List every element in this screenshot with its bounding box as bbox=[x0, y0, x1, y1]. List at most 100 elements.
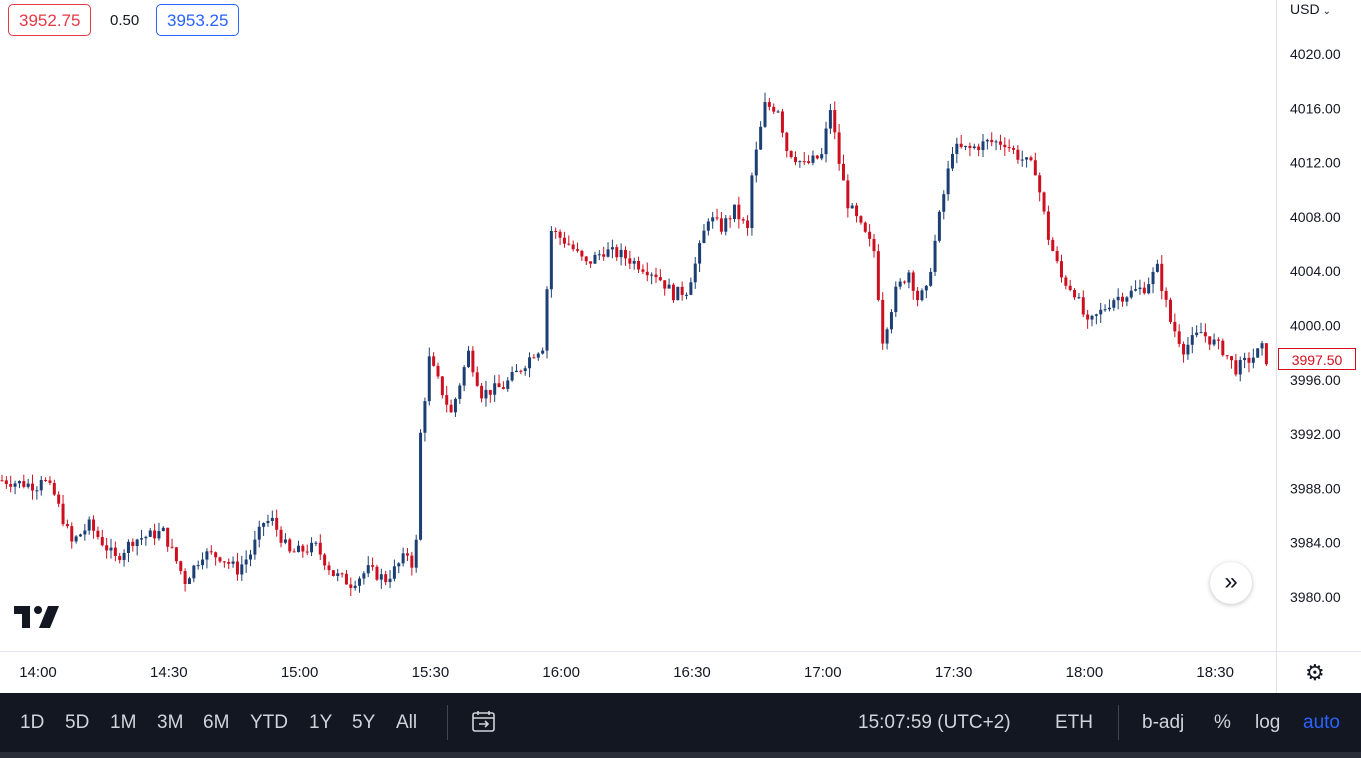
candle-body bbox=[985, 139, 989, 142]
candle-body bbox=[802, 161, 806, 163]
candle-body bbox=[911, 272, 915, 291]
candle-body bbox=[410, 555, 414, 568]
percent-scale-button[interactable]: % bbox=[1214, 712, 1231, 733]
candle-body bbox=[144, 536, 148, 539]
candle-body bbox=[205, 551, 209, 560]
candle-body bbox=[1099, 309, 1103, 315]
candle-body bbox=[732, 204, 736, 220]
adjustment-button[interactable]: b-adj bbox=[1142, 712, 1185, 733]
candle-body bbox=[942, 194, 946, 212]
candle-body bbox=[571, 244, 575, 250]
candle-body bbox=[57, 494, 61, 504]
price-tick-label: 3988.00 bbox=[1290, 480, 1341, 496]
candle-body bbox=[52, 482, 56, 495]
clock-timezone[interactable]: 15:07:59 (UTC+2) bbox=[858, 712, 1011, 733]
candle-body bbox=[17, 481, 21, 484]
candle-body bbox=[493, 383, 497, 395]
range-1y-button[interactable]: 1Y bbox=[309, 712, 333, 733]
log-scale-button[interactable]: log bbox=[1255, 712, 1281, 733]
candle-body bbox=[87, 519, 91, 531]
range-6m-button[interactable]: 6M bbox=[203, 712, 230, 733]
candle-body bbox=[1195, 332, 1199, 336]
time-axis[interactable]: 14:00 14:30 15:00 15:30 16:00 16:30 17:00 17:30… bbox=[19, 664, 1234, 681]
time-tick-label: 15:30 bbox=[412, 664, 450, 681]
range-all-button[interactable]: All bbox=[396, 712, 418, 733]
range-1d-button[interactable]: 1D bbox=[20, 712, 45, 733]
double-chevron-right-icon: » bbox=[1224, 568, 1238, 595]
auto-scale-button[interactable]: auto bbox=[1303, 712, 1340, 733]
candle-body bbox=[453, 398, 457, 413]
candle-body bbox=[266, 520, 270, 524]
candle-body bbox=[1090, 315, 1094, 320]
range-1m-button[interactable]: 1M bbox=[110, 712, 137, 733]
currency-label: USD bbox=[1290, 1, 1320, 17]
candle-body bbox=[344, 573, 348, 585]
candle-body bbox=[959, 143, 963, 147]
candle-body bbox=[1216, 339, 1220, 341]
candle-body bbox=[1051, 239, 1055, 251]
price-tick-label: 4012.00 bbox=[1290, 155, 1341, 171]
candle-body bbox=[467, 350, 471, 368]
price-axis[interactable]: 4020.00 4016.00 4012.00 4008.00 4004.00 4000.… bbox=[1290, 46, 1341, 605]
candle-body bbox=[201, 559, 205, 566]
candle-body bbox=[192, 565, 196, 579]
time-tick-label: 17:30 bbox=[935, 664, 973, 681]
candle-body bbox=[846, 180, 850, 209]
candle-body bbox=[353, 585, 357, 588]
candle-body bbox=[427, 356, 431, 402]
candle-body bbox=[885, 329, 889, 344]
candle-body bbox=[837, 132, 841, 164]
candle-body bbox=[35, 490, 39, 492]
candle-body bbox=[1251, 357, 1255, 363]
candle-body bbox=[222, 561, 226, 563]
gear-icon[interactable]: ⚙ bbox=[1305, 660, 1325, 685]
candle-body bbox=[423, 401, 427, 433]
range-3m-button[interactable]: 3M bbox=[157, 712, 184, 733]
candle-body bbox=[288, 539, 292, 552]
range-5y-button[interactable]: 5Y bbox=[352, 712, 376, 733]
candle-body bbox=[214, 552, 218, 558]
candle-body bbox=[4, 480, 8, 485]
candle-body bbox=[671, 284, 675, 301]
scroll-to-realtime-button[interactable]: » bbox=[1210, 562, 1252, 604]
candle-body bbox=[824, 128, 828, 155]
candle-body bbox=[436, 365, 440, 377]
candle-body bbox=[990, 139, 994, 143]
candle-body bbox=[1077, 297, 1081, 299]
candle-body bbox=[663, 280, 667, 289]
candle-body bbox=[126, 541, 130, 553]
price-chart[interactable]: 4020.00 4016.00 4012.00 4008.00 4004.00 4000.… bbox=[0, 0, 1361, 693]
candle-body bbox=[462, 367, 466, 386]
range-ytd-button[interactable]: YTD bbox=[250, 712, 288, 733]
candle-body bbox=[1147, 284, 1151, 294]
candle-body bbox=[1256, 348, 1260, 358]
candle-body bbox=[1230, 356, 1234, 361]
candle-body bbox=[179, 561, 183, 572]
candle-body bbox=[567, 243, 571, 245]
currency-selector[interactable]: USD ⌄ bbox=[1290, 1, 1331, 17]
bid-price-box[interactable]: 3952.75 bbox=[8, 4, 92, 36]
candle-body bbox=[597, 254, 601, 256]
candle-body bbox=[950, 153, 954, 169]
price-tick-label: 4000.00 bbox=[1290, 318, 1341, 334]
candle-body bbox=[122, 552, 126, 561]
candle-body bbox=[1203, 332, 1207, 337]
calendar-goto-icon[interactable] bbox=[471, 710, 497, 734]
candle-body bbox=[1243, 357, 1247, 361]
candle-body bbox=[1073, 290, 1077, 298]
range-5d-button[interactable]: 5D bbox=[65, 712, 90, 733]
candle-body bbox=[1020, 159, 1024, 161]
candle-body bbox=[964, 145, 968, 147]
candle-body bbox=[78, 534, 82, 537]
candle-body bbox=[65, 524, 69, 527]
session-button[interactable]: ETH bbox=[1055, 712, 1093, 733]
candle-body bbox=[488, 389, 492, 395]
bottom-toolbar: 1D 5D 1M 3M 6M YTD 1Y 5Y All 15:07:59 (U… bbox=[0, 693, 1361, 752]
candle-body bbox=[903, 281, 907, 283]
candle-body bbox=[323, 554, 327, 566]
ask-price-box[interactable]: 3953.25 bbox=[156, 4, 240, 36]
candle-body bbox=[715, 217, 719, 219]
candle-body bbox=[658, 277, 662, 281]
candle-body bbox=[157, 531, 161, 539]
candle-body bbox=[118, 555, 122, 561]
